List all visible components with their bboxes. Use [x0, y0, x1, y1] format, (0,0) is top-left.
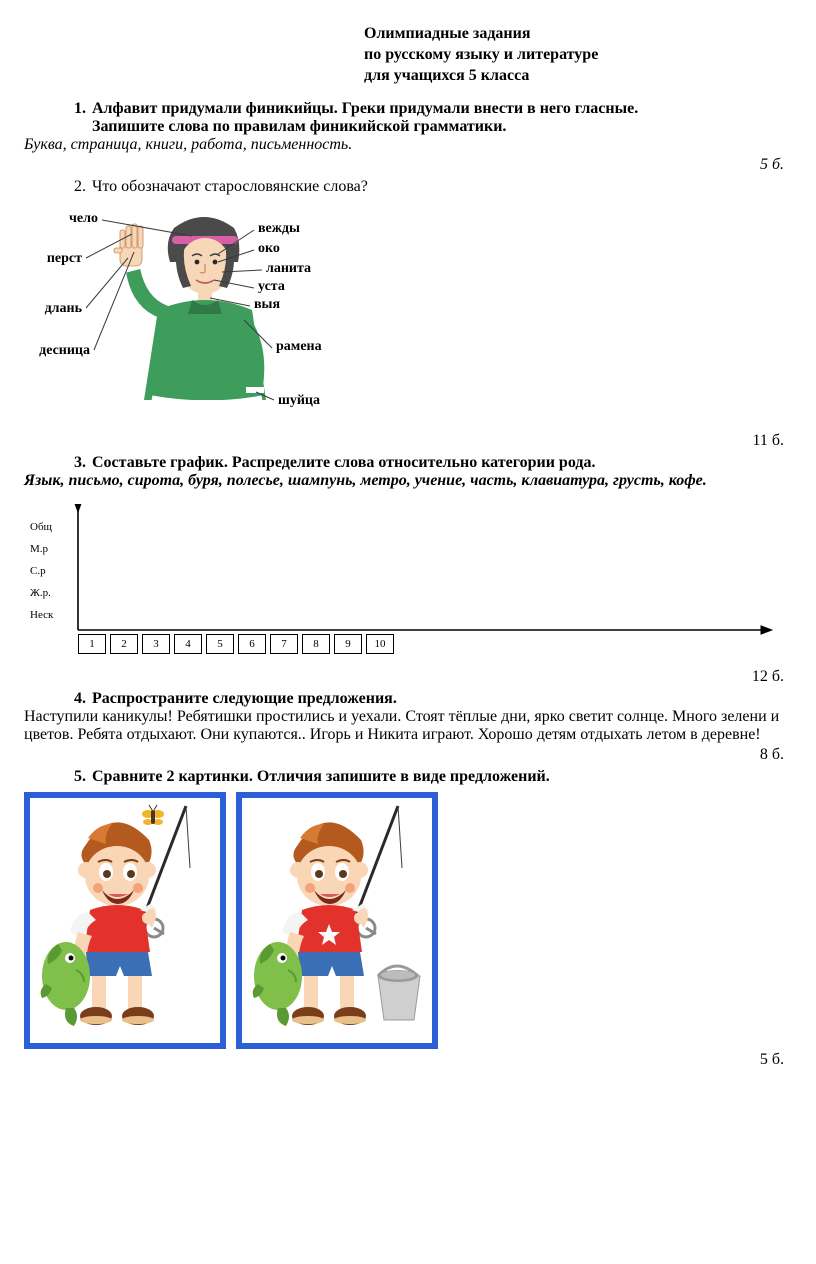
- q2-label-vezhdy: вежды: [258, 221, 300, 236]
- task-4-text: Наступили каникулы! Ребятишки простились…: [24, 708, 784, 744]
- picture-right: [236, 792, 438, 1049]
- task-5-number: 5.: [58, 768, 92, 786]
- q2-label-dlan: длань: [45, 301, 83, 316]
- xcell-3: 3: [142, 634, 170, 654]
- xcell-6: 6: [238, 634, 266, 654]
- q2-label-perst: перст: [47, 251, 82, 266]
- xcell-4: 4: [174, 634, 202, 654]
- q2-label-ramena: рамена: [276, 339, 322, 354]
- q2-label-oko: око: [258, 241, 280, 256]
- picture-left: [24, 792, 226, 1049]
- task-4-number: 4.: [58, 690, 92, 708]
- xcell-7: 7: [270, 634, 298, 654]
- task-3: 3. Составьте график. Распределите слова …: [58, 454, 784, 472]
- task-2-score: 11 б.: [24, 432, 784, 450]
- xcell-10: 10: [366, 634, 394, 654]
- xcell-5: 5: [206, 634, 234, 654]
- task-4: 4. Распространите следующие предложения.: [58, 690, 784, 708]
- task-3-chart: Общ М.р С.р Ж.р. Неск 1 2 3 4 5 6 7 8 9 …: [30, 504, 784, 664]
- header-line-3: для учащихся 5 класса: [364, 66, 784, 87]
- document-header: Олимпиадные задания по русскому языку и …: [364, 24, 784, 86]
- task-1-title-line1: Алфавит придумали финикийцы. Греки приду…: [92, 100, 784, 118]
- task-2: 2. Что обозначают старословянские слова?: [58, 178, 784, 196]
- bucket-icon: [378, 966, 420, 1020]
- task-4-score: 8 б.: [24, 746, 784, 764]
- header-line-1: Олимпиадные задания: [364, 24, 784, 45]
- task-5-title: Сравните 2 картинки. Отличия запишите в …: [92, 768, 550, 785]
- ylabel-4: Неск: [30, 610, 53, 632]
- task-2-figure: чело перст длань десница вежды око ланит…: [24, 200, 364, 430]
- q2-label-usta: уста: [258, 279, 285, 294]
- header-line-2: по русскому языку и литературе: [364, 45, 784, 66]
- ylabel-2: С.р: [30, 566, 53, 588]
- task-1-words: Буква, страница, книги, работа, письменн…: [24, 136, 784, 154]
- task-2-number: 2.: [58, 178, 92, 196]
- q2-label-desnitsa: десница: [39, 343, 90, 358]
- q2-label-chelo: чело: [69, 211, 98, 226]
- xcell-8: 8: [302, 634, 330, 654]
- task-3-number: 3.: [58, 454, 92, 472]
- chart-x-cells: 1 2 3 4 5 6 7 8 9 10: [78, 634, 394, 654]
- task-2-title: Что обозначают старословянские слова?: [92, 178, 368, 195]
- task-1-title-line2: Запишите слова по правилам финикийской г…: [92, 118, 784, 136]
- ylabel-1: М.р: [30, 544, 53, 566]
- task-5: 5. Сравните 2 картинки. Отличия запишите…: [58, 768, 784, 786]
- task-5-pictures: [24, 792, 784, 1049]
- q2-label-vyia: выя: [254, 297, 280, 312]
- xcell-9: 9: [334, 634, 362, 654]
- fishing-rod: [356, 806, 398, 916]
- task-3-words: Язык, письмо, сирота, буря, полесье, шам…: [24, 472, 784, 490]
- task-5-score: 5 б.: [24, 1051, 784, 1069]
- chart-y-labels: Общ М.р С.р Ж.р. Неск: [30, 522, 53, 632]
- chart-axes: [70, 504, 790, 654]
- xcell-2: 2: [110, 634, 138, 654]
- task-1-score: 5 б.: [24, 156, 784, 174]
- task-1: 1. Алфавит придумали финикийцы. Греки пр…: [58, 100, 784, 136]
- q2-label-lanita: ланита: [266, 261, 311, 276]
- task-1-number: 1.: [58, 100, 92, 118]
- ylabel-0: Общ: [30, 522, 53, 544]
- ylabel-3: Ж.р.: [30, 588, 53, 610]
- task-3-title: Составьте график. Распределите слова отн…: [92, 454, 595, 471]
- task-3-score: 12 б.: [24, 668, 784, 686]
- xcell-1: 1: [78, 634, 106, 654]
- q2-label-shuitsa: шуйца: [278, 393, 320, 408]
- butterfly-icon: [142, 805, 164, 825]
- task-4-title: Распространите следующие предложения.: [92, 690, 397, 707]
